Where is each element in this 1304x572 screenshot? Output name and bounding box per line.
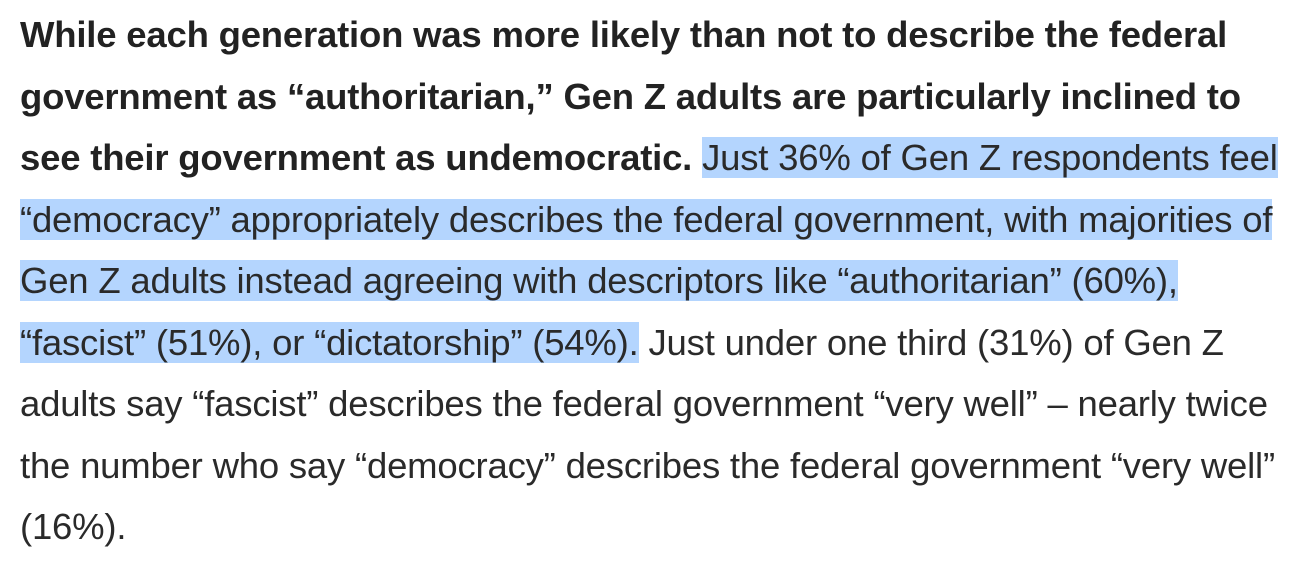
article-body: While each generation was more likely th… <box>20 4 1304 558</box>
paragraph: While each generation was more likely th… <box>20 4 1304 558</box>
lead-sentence: While each generation was more likely th… <box>20 14 1241 178</box>
trailing-text: Just under one third (31%) of Gen Z adul… <box>20 321 1275 548</box>
